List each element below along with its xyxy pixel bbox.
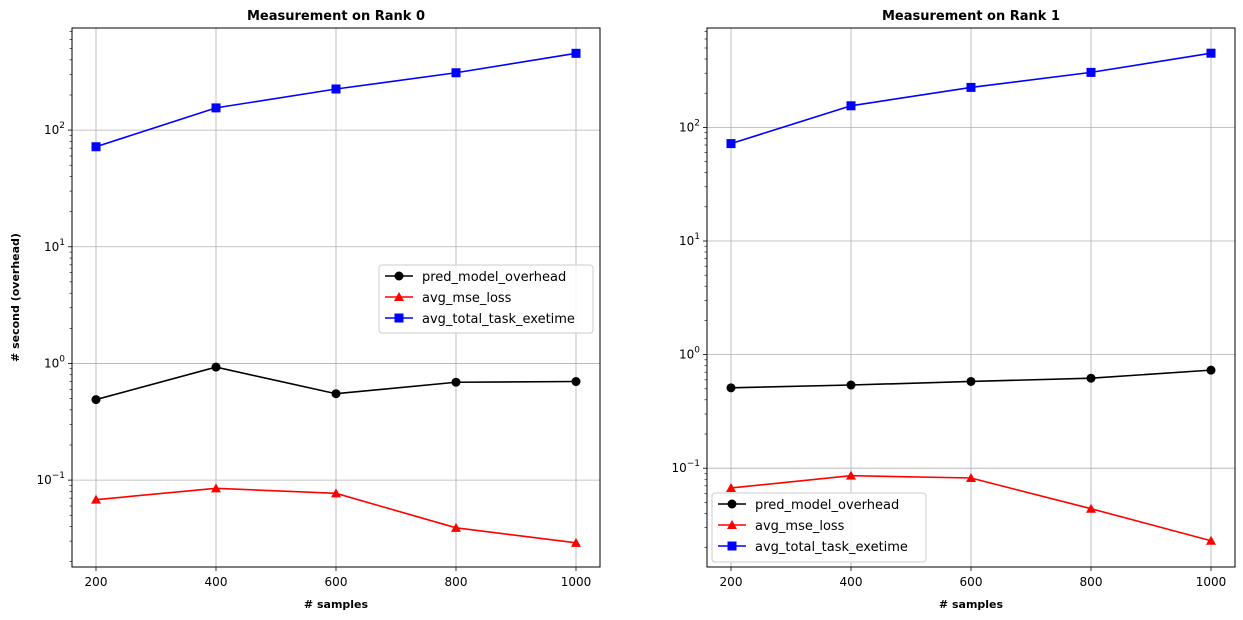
data-point: [846, 380, 856, 390]
y-tick-label: 101: [44, 238, 65, 254]
data-point: [571, 377, 581, 387]
legend-marker: [394, 313, 404, 323]
y-tick-label: 100: [679, 346, 700, 362]
data-point: [91, 142, 101, 152]
x-axis-label: # samples: [939, 598, 1004, 611]
x-tick-label: 200: [720, 575, 743, 589]
x-tick-label: 1000: [1196, 575, 1227, 589]
legend-entry: avg_mse_loss: [385, 291, 512, 306]
y-tick-label: 100: [44, 354, 65, 370]
legend-entry: pred_model_overhead: [718, 498, 899, 513]
data-point: [966, 472, 976, 482]
data-point: [846, 101, 856, 111]
y-tick-label: 102: [44, 121, 65, 137]
legend-marker: [394, 271, 404, 281]
legend-label: avg_total_task_exetime: [755, 540, 908, 555]
data-point: [91, 395, 101, 405]
data-point: [91, 494, 101, 504]
y-tick-label: 10−1: [36, 471, 65, 487]
data-point: [726, 139, 736, 149]
legend-label: pred_model_overhead: [422, 270, 566, 285]
data-point: [966, 376, 976, 386]
legend-label: avg_mse_loss: [755, 519, 845, 534]
legend: pred_model_overhead avg_mse_loss avg_total…: [378, 264, 594, 334]
data-point: [846, 470, 856, 480]
data-point: [211, 483, 221, 493]
data-point: [211, 362, 221, 372]
data-point: [571, 48, 581, 58]
grid: [707, 28, 1235, 567]
chart-title: Measurement on Rank 1: [882, 9, 1060, 24]
series-layer: [726, 48, 1216, 545]
x-tick-label: 400: [840, 575, 863, 589]
y-tick-label: 10−1: [671, 459, 700, 475]
data-point: [1086, 503, 1096, 513]
data-point: [571, 537, 581, 547]
data-point: [451, 68, 461, 78]
data-point: [1206, 48, 1216, 58]
x-tick-label: 800: [1080, 575, 1103, 589]
y-axis-label: # second (overhead): [9, 233, 22, 362]
data-point: [331, 488, 341, 498]
legend-marker: [394, 292, 404, 301]
x-tick-label: 400: [205, 575, 228, 589]
legend-box: [711, 492, 927, 563]
legend-label: avg_mse_loss: [422, 291, 512, 306]
data-point: [331, 389, 341, 399]
data-point: [331, 84, 341, 94]
y-tick-label: 101: [679, 232, 700, 248]
data-point: [1206, 535, 1216, 545]
chart-panel-rank-1: 200 400 600 800 1000 10−1 100 101 102 Measuremen…: [671, 9, 1236, 611]
x-axis-label: # samples: [304, 598, 369, 611]
data-point: [726, 383, 736, 393]
legend-entry: pred_model_overhead: [385, 270, 566, 285]
tick-layer: 200 400 600 800 1000 10−1 100 101 102: [671, 31, 1226, 589]
legend-marker: [727, 541, 737, 551]
data-point: [1086, 373, 1096, 383]
legend: pred_model_overhead avg_mse_loss avg_total…: [711, 492, 927, 563]
x-tick-label: 200: [85, 575, 108, 589]
legend-label: avg_total_task_exetime: [422, 312, 575, 327]
legend-label: pred_model_overhead: [755, 498, 899, 513]
legend-entry: avg_total_task_exetime: [718, 540, 908, 555]
data-point: [966, 82, 976, 92]
legend-box: [378, 264, 594, 334]
data-point: [1206, 365, 1216, 375]
legend-entry: avg_total_task_exetime: [385, 312, 575, 327]
x-tick-label: 600: [960, 575, 983, 589]
data-point: [211, 103, 221, 113]
chart-title: Measurement on Rank 0: [247, 9, 425, 24]
chart-panel-rank-0: 200 400 600 800 1000 10−1 100 101 102 Measuremen…: [9, 9, 601, 611]
x-tick-label: 600: [325, 575, 348, 589]
data-point: [1086, 67, 1096, 77]
legend-entry: avg_mse_loss: [718, 519, 845, 534]
data-point: [451, 377, 461, 387]
tick-layer: 200 400 600 800 1000 10−1 100 101 102: [36, 31, 591, 589]
data-point: [726, 482, 736, 492]
y-tick-label: 102: [679, 118, 700, 134]
x-tick-label: 800: [445, 575, 468, 589]
series-layer: [91, 48, 581, 547]
x-tick-label: 1000: [561, 575, 592, 589]
data-point: [451, 522, 461, 532]
legend-marker: [727, 499, 737, 509]
legend-marker: [727, 520, 737, 529]
